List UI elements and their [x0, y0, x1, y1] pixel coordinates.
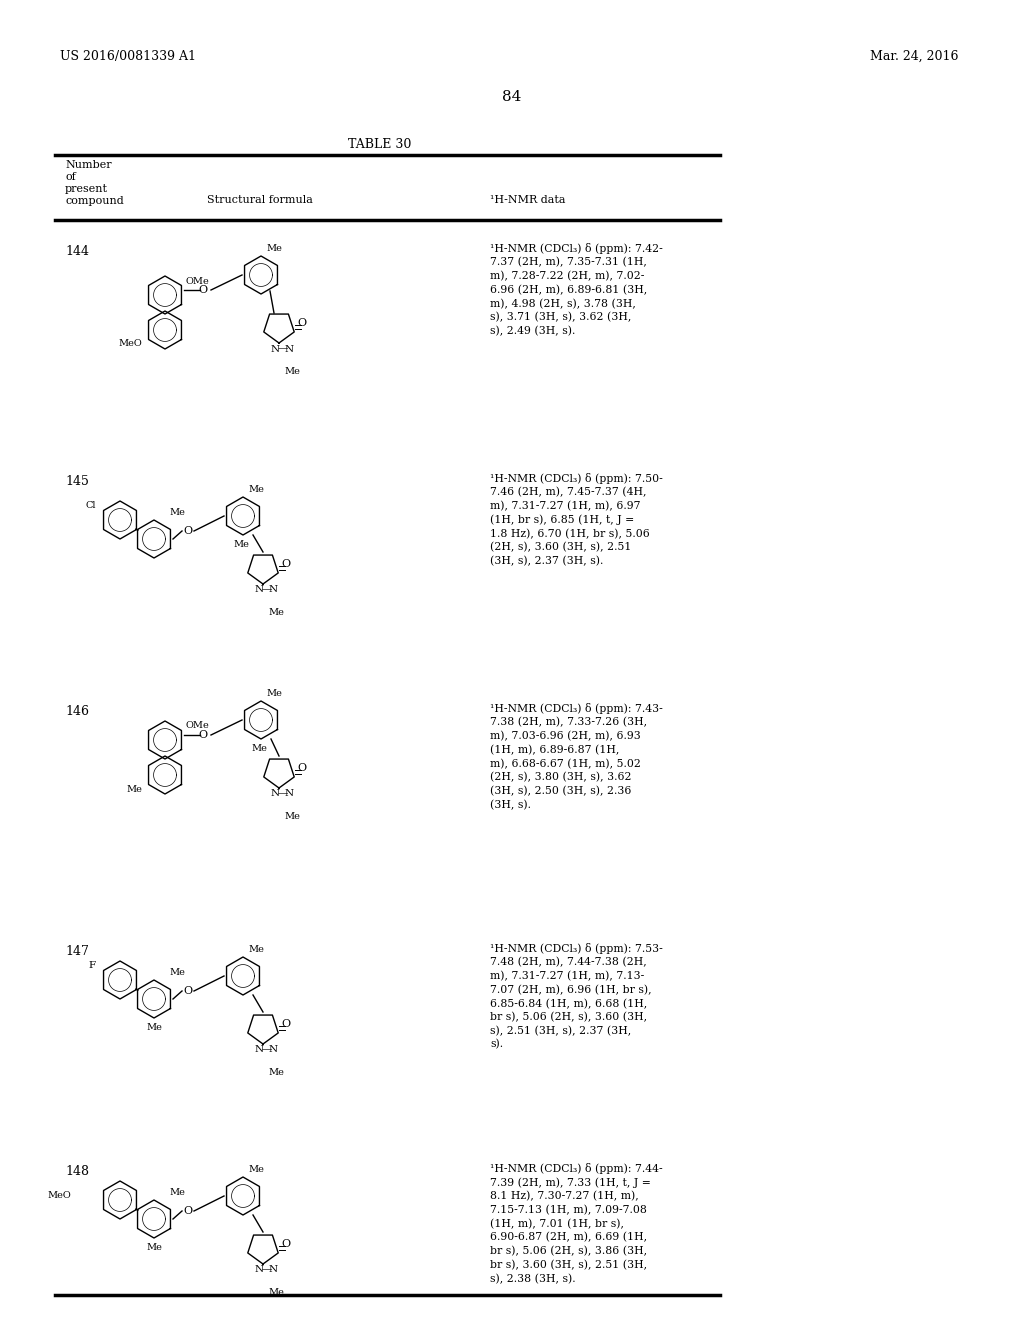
Text: —: —: [278, 345, 289, 354]
Text: Me: Me: [126, 784, 142, 793]
Text: ¹H-NMR (CDCl₃) δ (ppm): 7.42-
7.37 (2H, m), 7.35-7.31 (1H,
m), 7.28-7.22 (2H, m): ¹H-NMR (CDCl₃) δ (ppm): 7.42- 7.37 (2H, …: [490, 243, 663, 337]
Text: 145: 145: [65, 475, 89, 488]
Text: N: N: [271, 789, 281, 799]
Text: 146: 146: [65, 705, 89, 718]
Text: Me: Me: [248, 484, 264, 494]
Text: Me: Me: [268, 609, 284, 616]
Text: Me: Me: [169, 968, 185, 977]
Text: O: O: [281, 558, 290, 569]
Text: Me: Me: [268, 1068, 284, 1077]
Text: Number: Number: [65, 160, 112, 170]
Text: Me: Me: [146, 1243, 162, 1251]
Text: compound: compound: [65, 195, 124, 206]
Text: 144: 144: [65, 246, 89, 257]
Text: O: O: [281, 1019, 290, 1030]
Text: O: O: [183, 1206, 193, 1216]
Text: MeO: MeO: [47, 1191, 71, 1200]
Text: F: F: [89, 961, 96, 970]
Text: N: N: [269, 1266, 279, 1275]
Text: Me: Me: [266, 244, 282, 253]
Text: O: O: [183, 986, 193, 997]
Text: Me: Me: [268, 1288, 284, 1298]
Text: Me: Me: [248, 1166, 264, 1173]
Text: 147: 147: [65, 945, 89, 958]
Text: —: —: [262, 1266, 272, 1275]
Text: N: N: [255, 586, 264, 594]
Text: present: present: [65, 183, 108, 194]
Text: ¹H-NMR (CDCl₃) δ (ppm): 7.53-
7.48 (2H, m), 7.44-7.38 (2H,
m), 7.31-7.27 (1H, m): ¹H-NMR (CDCl₃) δ (ppm): 7.53- 7.48 (2H, …: [490, 942, 663, 1049]
Text: ¹H-NMR (CDCl₃) δ (ppm): 7.50-
7.46 (2H, m), 7.45-7.37 (4H,
m), 7.31-7.27 (1H, m): ¹H-NMR (CDCl₃) δ (ppm): 7.50- 7.46 (2H, …: [490, 473, 663, 566]
Text: OMe: OMe: [186, 722, 210, 730]
Text: Me: Me: [146, 1023, 162, 1032]
Text: N: N: [271, 345, 281, 354]
Text: TABLE 30: TABLE 30: [348, 139, 412, 150]
Text: O: O: [199, 730, 208, 741]
Text: Structural formula: Structural formula: [207, 195, 313, 205]
Text: Me: Me: [248, 945, 264, 954]
Text: OMe: OMe: [186, 276, 210, 285]
Text: ¹H-NMR data: ¹H-NMR data: [490, 195, 565, 205]
Text: Mar. 24, 2016: Mar. 24, 2016: [870, 50, 958, 63]
Text: N: N: [285, 789, 294, 799]
Text: —: —: [262, 586, 272, 594]
Text: N: N: [255, 1266, 264, 1275]
Text: O: O: [297, 763, 306, 774]
Text: O: O: [281, 1239, 290, 1249]
Text: O: O: [297, 318, 306, 327]
Text: O: O: [183, 525, 193, 536]
Text: N: N: [255, 1045, 264, 1055]
Text: —: —: [278, 789, 289, 799]
Text: O: O: [199, 285, 208, 294]
Text: —: —: [262, 1045, 272, 1055]
Text: Me: Me: [251, 744, 267, 752]
Text: Me: Me: [284, 367, 300, 376]
Text: Me: Me: [233, 540, 249, 549]
Text: US 2016/0081339 A1: US 2016/0081339 A1: [60, 50, 196, 63]
Text: N: N: [269, 586, 279, 594]
Text: Me: Me: [284, 812, 300, 821]
Text: Cl: Cl: [85, 502, 96, 511]
Text: N: N: [269, 1045, 279, 1055]
Text: ¹H-NMR (CDCl₃) δ (ppm): 7.43-
7.38 (2H, m), 7.33-7.26 (3H,
m), 7.03-6.96 (2H, m): ¹H-NMR (CDCl₃) δ (ppm): 7.43- 7.38 (2H, …: [490, 704, 663, 809]
Text: 84: 84: [503, 90, 521, 104]
Text: 148: 148: [65, 1166, 89, 1177]
Text: Me: Me: [169, 508, 185, 517]
Text: of: of: [65, 172, 76, 182]
Text: N: N: [285, 345, 294, 354]
Text: Me: Me: [266, 689, 282, 698]
Text: ¹H-NMR (CDCl₃) δ (ppm): 7.44-
7.39 (2H, m), 7.33 (1H, t, J =
8.1 Hz), 7.30-7.27 : ¹H-NMR (CDCl₃) δ (ppm): 7.44- 7.39 (2H, …: [490, 1163, 663, 1284]
Text: Me: Me: [169, 1188, 185, 1197]
Text: MeO: MeO: [118, 339, 141, 348]
